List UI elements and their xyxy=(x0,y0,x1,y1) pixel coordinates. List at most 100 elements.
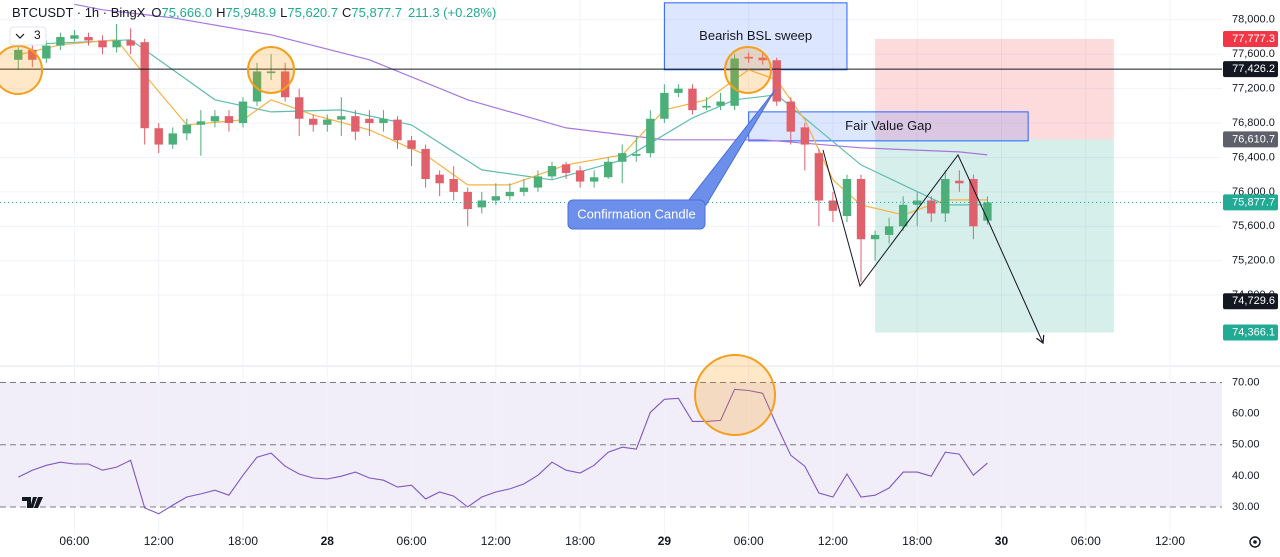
candle-body xyxy=(870,234,880,240)
price-tag-label: 76,610.7 xyxy=(1232,133,1275,145)
price-tag-label: 74,729.6 xyxy=(1232,295,1275,307)
gear-ring[interactable] xyxy=(1249,536,1261,548)
ohlc-key: C xyxy=(342,5,351,20)
candle-body xyxy=(351,116,360,132)
logo-shape xyxy=(22,497,43,508)
candle-body xyxy=(14,49,23,60)
candle-body xyxy=(140,42,149,129)
y-tick-label: 75,600.0 xyxy=(1232,220,1275,232)
rsi-line xyxy=(18,388,988,515)
x-tick-label: 12:00 xyxy=(481,534,511,548)
highlight-circle xyxy=(724,46,772,94)
x-tick-label: 18:00 xyxy=(902,534,932,548)
price-tag-label: 77,426.2 xyxy=(1232,63,1275,75)
price-tag xyxy=(1223,194,1278,211)
price-tag xyxy=(1223,293,1278,310)
candle-body xyxy=(941,178,950,214)
candle-body xyxy=(337,116,346,120)
candle-body xyxy=(449,178,458,192)
x-tick-label: 06:00 xyxy=(734,534,764,548)
candle-body xyxy=(758,57,767,61)
ohlc-key: O xyxy=(151,5,161,20)
rsi-tick-label: 60.00 xyxy=(1232,407,1260,419)
ohlc-value: 75,666.0 xyxy=(162,5,213,20)
candle-body xyxy=(898,204,908,227)
candle-body xyxy=(126,40,135,46)
x-tick-label: 12:00 xyxy=(144,534,174,548)
candle-body xyxy=(646,118,655,154)
legend-text: BTCUSDT · 1h · BingX O75,666.0 H75,948.9 L7… xyxy=(12,5,496,20)
annotation-text: Bearish BSL sweep xyxy=(699,28,812,43)
x-tick-label: 12:00 xyxy=(1155,534,1185,548)
candle-body xyxy=(421,148,430,179)
candle-body xyxy=(632,154,641,156)
x-tick-label: 28 xyxy=(321,534,335,548)
candle-body xyxy=(294,97,304,119)
x-tick-label: 29 xyxy=(658,534,672,548)
candle-body xyxy=(828,200,838,211)
price-tag-label: 77,777.3 xyxy=(1232,33,1275,45)
candle-body xyxy=(407,140,416,149)
plot-layer xyxy=(0,0,1280,535)
chevron-icon xyxy=(15,33,25,39)
x-tick-label: 06:00 xyxy=(1071,534,1101,548)
ohlc-value: 75,877.7 xyxy=(351,5,402,20)
candle-body xyxy=(463,191,472,210)
candle-body xyxy=(660,92,669,119)
y-tick-label: 75,200.0 xyxy=(1232,255,1275,267)
candle-body xyxy=(955,180,964,184)
indicator-toggle[interactable] xyxy=(9,26,47,46)
candle-body xyxy=(112,40,121,48)
candle-body xyxy=(772,60,781,102)
candle-body xyxy=(533,176,543,188)
candle-body xyxy=(168,133,177,145)
price-tag xyxy=(1223,30,1278,47)
candle-body xyxy=(280,71,290,98)
candle-body xyxy=(379,118,388,124)
annotation-box xyxy=(663,2,848,71)
candle-body xyxy=(969,178,978,227)
candle-body xyxy=(856,178,866,240)
gear-center[interactable] xyxy=(1253,540,1257,544)
highlight-circle xyxy=(0,45,43,95)
settings-icon[interactable] xyxy=(1249,536,1261,548)
candle-body xyxy=(70,35,79,39)
candle-body xyxy=(842,178,852,216)
y-tick-label: 76,800.0 xyxy=(1232,117,1275,129)
rsi-tick-label: 50.00 xyxy=(1232,439,1260,451)
price-tag-label: 74,366.1 xyxy=(1232,326,1275,338)
candle-body xyxy=(702,105,711,108)
candle-body xyxy=(800,127,810,145)
candle-body xyxy=(252,71,262,102)
candle-body xyxy=(618,153,627,162)
projection-path xyxy=(822,149,1045,345)
price-tag xyxy=(1223,61,1278,78)
candle-body xyxy=(519,187,529,192)
candle-body xyxy=(927,200,936,214)
ohlc-value: 75,620.7 xyxy=(287,5,338,20)
moving-average xyxy=(18,39,988,206)
rsi-tick-label: 40.00 xyxy=(1232,470,1260,482)
callout-pointer xyxy=(687,89,776,206)
moving-average xyxy=(74,3,988,156)
candle-body xyxy=(323,119,332,125)
candle-body xyxy=(603,161,613,178)
candle-body xyxy=(393,119,402,141)
candle-body xyxy=(210,116,220,122)
candle-body xyxy=(884,226,894,235)
candle-body xyxy=(716,101,725,106)
rsi-tick-label: 70.00 xyxy=(1232,376,1260,388)
candle-body xyxy=(477,200,486,208)
x-tick-label: 06:00 xyxy=(59,534,89,548)
candle-body xyxy=(505,191,515,197)
price-tag xyxy=(1223,131,1278,148)
stop-zone xyxy=(875,38,1114,140)
candle-body xyxy=(182,124,192,134)
candle-body xyxy=(154,128,163,145)
x-tick-label: 30 xyxy=(995,534,1009,548)
candle-body xyxy=(84,37,93,41)
candle-body xyxy=(42,45,51,59)
candle-body xyxy=(224,116,234,124)
candle-body xyxy=(98,40,107,48)
